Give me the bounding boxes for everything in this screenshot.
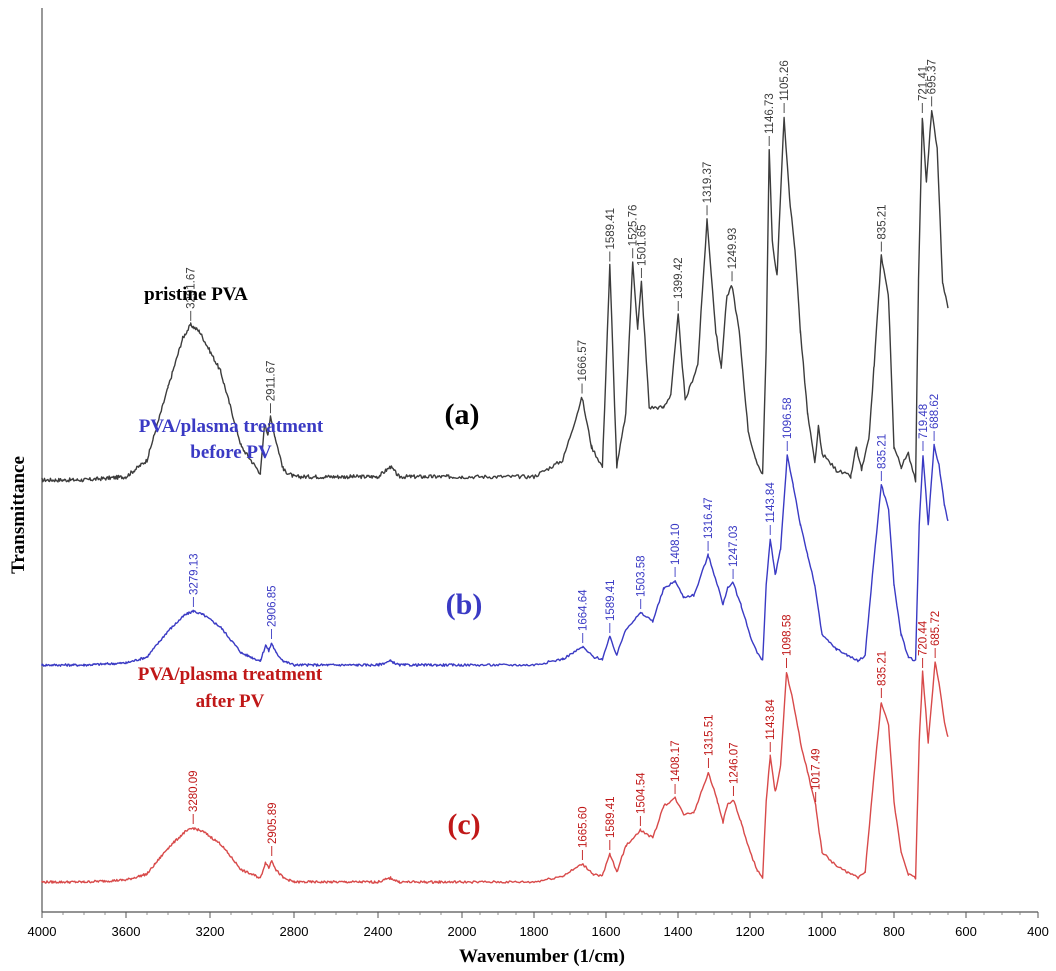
- peak-label: 835.21: [876, 434, 888, 469]
- series-layer: [41, 109, 949, 884]
- x-tick-label: 800: [883, 924, 905, 939]
- series-line-a: [41, 109, 949, 483]
- peak-label: 720.44: [918, 620, 930, 656]
- peak-label: 3279.13: [188, 553, 200, 595]
- peak-label: 1316.47: [703, 497, 715, 539]
- peak-label: 1665.60: [577, 806, 589, 848]
- x-tick-label: 2400: [364, 924, 393, 939]
- peak-label: 1319.37: [702, 162, 714, 204]
- peak-label: 1017.49: [811, 748, 823, 790]
- peak-label: 1589.41: [605, 796, 617, 838]
- peak-label: 2905.89: [267, 802, 279, 844]
- x-tick-label: 3200: [196, 924, 225, 939]
- series-line-c: [41, 661, 949, 884]
- peak-label: 3291.67: [186, 267, 198, 309]
- peak-label: 835.21: [876, 651, 888, 686]
- peak-label: 3280.09: [188, 770, 200, 812]
- peak-label: 1146.73: [764, 93, 776, 134]
- peak-label: 1143.84: [765, 482, 777, 523]
- x-tick-label: 2800: [280, 924, 309, 939]
- peak-label: 1143.84: [765, 699, 777, 740]
- x-tick-label: 1400: [664, 924, 693, 939]
- peak-label: 1525.76: [628, 205, 640, 247]
- peak-label: 1098.58: [782, 614, 794, 656]
- peak-label: 719.48: [918, 404, 930, 439]
- peak-label: 685.72: [930, 611, 942, 646]
- labels-layer: 3291.67 2911.67 1666.57 1589.41 1525.761501.…: [138, 59, 942, 860]
- peak-label: 1315.51: [703, 714, 715, 756]
- series-name-b: PVA/plasma treatment: [139, 416, 324, 437]
- peak-label: 695.37: [927, 59, 939, 94]
- x-tick-label: 1000: [808, 924, 837, 939]
- series-name-c: PVA/plasma treatment: [138, 664, 323, 685]
- peak-label: 1589.41: [605, 208, 617, 250]
- x-tick-label: 3600: [112, 924, 141, 939]
- axes: 4000 3600 3200 2800 2400 2000 1800 1600 1400 1200…: [28, 8, 1049, 939]
- peak-label: 2911.67: [266, 361, 278, 402]
- peak-label: 1096.58: [782, 397, 794, 439]
- panel-label-a: (a): [445, 398, 480, 431]
- peak-label: 1589.41: [605, 579, 617, 621]
- peak-label: 1399.42: [673, 257, 685, 299]
- peak-label: 688.62: [929, 394, 941, 429]
- x-tick-label: 1600: [592, 924, 621, 939]
- peak-label: 1249.93: [727, 228, 739, 270]
- x-tick-label: 600: [955, 924, 977, 939]
- peak-label: 1105.26: [779, 60, 791, 101]
- x-tick-label: 4000: [28, 924, 57, 939]
- y-axis-title: Transmittance: [8, 456, 29, 574]
- series-name-a: pristine PVA: [144, 284, 248, 305]
- x-tick-label: 2000: [448, 924, 477, 939]
- peak-label: 2906.85: [267, 585, 279, 627]
- x-axis-title: Wavenumber (1/cm): [459, 946, 625, 967]
- peak-label: 1408.17: [670, 740, 682, 782]
- series-name-c: after PV: [196, 691, 265, 712]
- peak-label: 835.21: [876, 204, 888, 239]
- peak-label: 721.41: [917, 66, 929, 101]
- peak-label: 1501.65: [636, 224, 648, 266]
- peak-label: 1664.64: [578, 589, 590, 631]
- x-tick-label: 1800: [520, 924, 549, 939]
- peak-label: 1246.07: [728, 742, 740, 784]
- series-line-b: [41, 443, 949, 667]
- x-tick-label: 400: [1027, 924, 1049, 939]
- peak-label: 1247.03: [728, 525, 740, 567]
- x-tick-label: 1200: [736, 924, 765, 939]
- peak-label: 1503.58: [636, 555, 648, 597]
- peak-label: 1408.10: [670, 523, 682, 565]
- peak-label: 1504.54: [635, 772, 647, 814]
- panel-label-b: (b): [446, 588, 483, 621]
- panel-label-c: (c): [447, 808, 480, 841]
- series-name-b: before PV: [190, 442, 272, 463]
- peak-label: 1666.57: [577, 340, 589, 382]
